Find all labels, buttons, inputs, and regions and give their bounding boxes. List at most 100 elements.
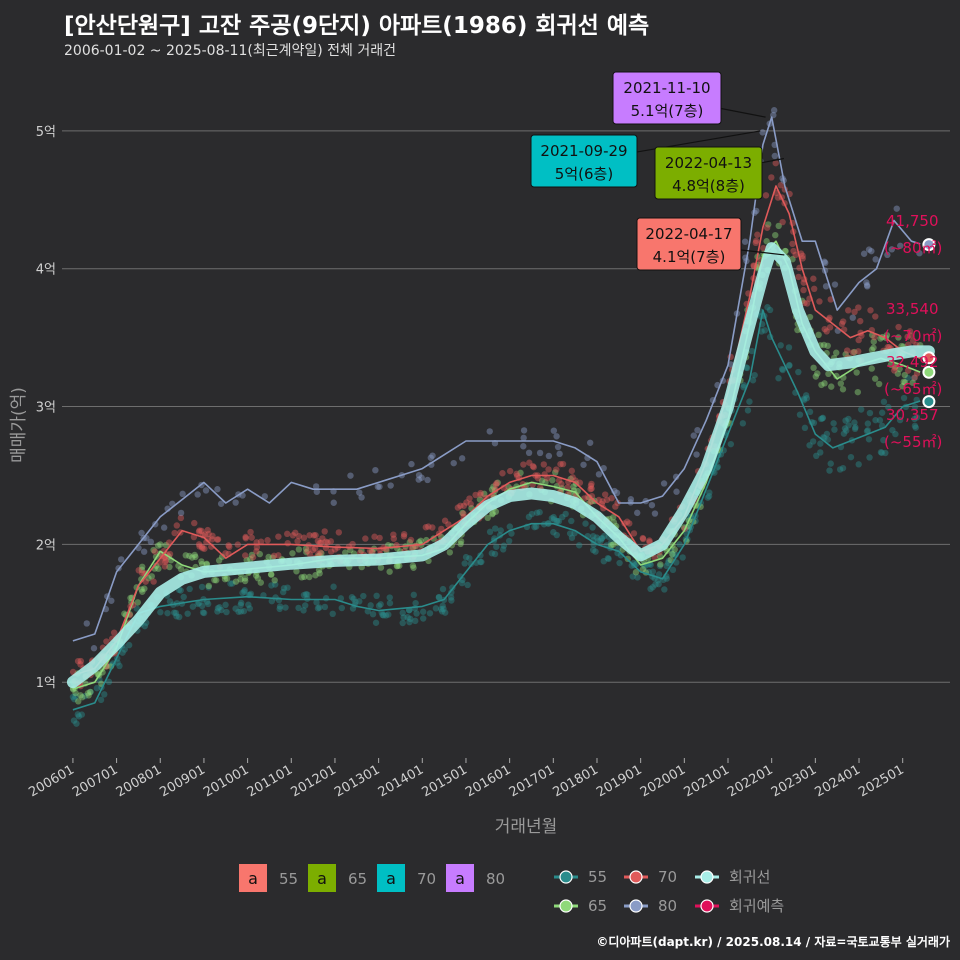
trade-point-65 bbox=[150, 546, 157, 554]
trade-point-65 bbox=[215, 557, 223, 564]
x-tick-label: 201101 bbox=[245, 762, 295, 800]
trade-point-55 bbox=[214, 608, 221, 615]
trade-point-70 bbox=[295, 532, 303, 540]
trade-point-55 bbox=[679, 554, 686, 561]
trade-point-55 bbox=[360, 592, 367, 600]
trade-point-55 bbox=[441, 609, 449, 616]
trade-point-70 bbox=[284, 540, 291, 547]
trade-point-55 bbox=[458, 579, 466, 587]
trade-point-55 bbox=[704, 494, 711, 501]
regression-line bbox=[66, 242, 935, 689]
trade-point-55 bbox=[761, 327, 769, 334]
trade-point-55 bbox=[819, 415, 826, 422]
trade-point-80 bbox=[849, 314, 856, 321]
trade-point-55 bbox=[229, 580, 236, 587]
trade-point-70 bbox=[103, 663, 110, 670]
x-tick-label: 201401 bbox=[376, 762, 426, 800]
trade-point-70 bbox=[249, 554, 257, 561]
trade-point-55 bbox=[195, 599, 203, 607]
trade-point-65 bbox=[134, 599, 141, 606]
x-tick-label: 202401 bbox=[813, 762, 863, 800]
trade-point-55 bbox=[500, 542, 508, 549]
trade-point-55 bbox=[647, 585, 654, 593]
trade-point-80 bbox=[347, 472, 354, 479]
trade-point-55 bbox=[655, 580, 662, 588]
trade-point-65 bbox=[223, 575, 231, 582]
trade-point-55 bbox=[205, 584, 212, 591]
trade-point-55 bbox=[912, 424, 919, 431]
trade-point-70 bbox=[553, 466, 560, 473]
chart-subtitle: 2006-01-02 ~ 2025-08-11(최근계약일) 전체 거래건 bbox=[64, 43, 396, 59]
trade-point-65 bbox=[671, 546, 678, 553]
trade-point-55 bbox=[238, 599, 245, 607]
trade-point-70 bbox=[774, 194, 782, 201]
trade-point-65 bbox=[488, 486, 496, 493]
trade-point-55 bbox=[186, 585, 193, 593]
trade-point-65 bbox=[302, 545, 310, 552]
trade-point-65 bbox=[386, 568, 393, 575]
trade-point-80 bbox=[770, 107, 778, 114]
trade-point-70 bbox=[779, 218, 786, 226]
trade-point-55 bbox=[240, 607, 248, 615]
legend-series-marker bbox=[559, 870, 573, 884]
trade-point-55 bbox=[426, 610, 434, 617]
trade-point-70 bbox=[110, 629, 118, 636]
trade-point-65 bbox=[182, 552, 189, 559]
callout-box bbox=[612, 71, 722, 125]
trade-point-70 bbox=[135, 567, 142, 574]
trade-point-55 bbox=[806, 408, 814, 416]
trade-point-55 bbox=[508, 530, 515, 537]
trade-point-55 bbox=[407, 615, 414, 623]
legend-series-label: 80 bbox=[658, 897, 677, 915]
trade-point-70 bbox=[425, 523, 432, 530]
trade-point-70 bbox=[499, 470, 506, 477]
y-axis-label: 매매가(억) bbox=[9, 387, 29, 463]
trade-point-70 bbox=[857, 317, 864, 325]
trade-point-65 bbox=[186, 552, 193, 560]
trade-point-55 bbox=[604, 555, 612, 562]
trade-point-70 bbox=[823, 328, 830, 335]
trade-point-70 bbox=[198, 543, 206, 550]
trade-point-70 bbox=[195, 528, 203, 535]
trade-point-80 bbox=[693, 451, 700, 458]
trade-point-55 bbox=[268, 582, 275, 589]
trade-point-70 bbox=[799, 255, 806, 262]
trade-point-65 bbox=[549, 477, 556, 484]
trade-point-70 bbox=[454, 504, 462, 511]
trade-point-65 bbox=[892, 363, 899, 370]
trade-point-70 bbox=[400, 533, 408, 540]
trade-point-55 bbox=[528, 510, 536, 518]
trade-point-65 bbox=[72, 689, 79, 697]
trade-point-55 bbox=[232, 605, 239, 612]
trade-point-70 bbox=[626, 520, 633, 527]
trade-point-70 bbox=[855, 336, 862, 344]
trade-point-70 bbox=[457, 502, 464, 509]
trade-point-70 bbox=[493, 479, 500, 487]
trade-point-70 bbox=[752, 237, 760, 245]
trade-point-70 bbox=[891, 367, 898, 374]
trade-point-65 bbox=[871, 375, 879, 382]
trade-point-65 bbox=[669, 550, 676, 558]
trade-point-65 bbox=[794, 326, 801, 334]
trade-point-70 bbox=[195, 541, 203, 548]
trade-point-55 bbox=[536, 509, 543, 516]
trade-point-70 bbox=[520, 461, 527, 468]
trade-point-55 bbox=[505, 537, 513, 545]
trade-point-55 bbox=[589, 537, 597, 544]
x-tick-label: 200801 bbox=[114, 762, 164, 800]
trade-point-55 bbox=[764, 304, 771, 311]
trade-point-55 bbox=[464, 581, 471, 589]
trade-point-55 bbox=[785, 362, 793, 369]
trade-point-65 bbox=[241, 575, 249, 582]
trade-point-55 bbox=[69, 693, 77, 701]
callout-box bbox=[654, 146, 763, 200]
trade-point-70 bbox=[646, 537, 653, 544]
trade-point-55 bbox=[477, 552, 484, 559]
trade-point-55 bbox=[806, 442, 813, 449]
trade-point-70 bbox=[205, 530, 212, 538]
trade-point-55 bbox=[199, 609, 207, 616]
trade-point-70 bbox=[204, 526, 211, 534]
trade-point-55 bbox=[329, 610, 336, 618]
trade-point-70 bbox=[314, 537, 322, 545]
trade-point-55 bbox=[845, 422, 852, 429]
